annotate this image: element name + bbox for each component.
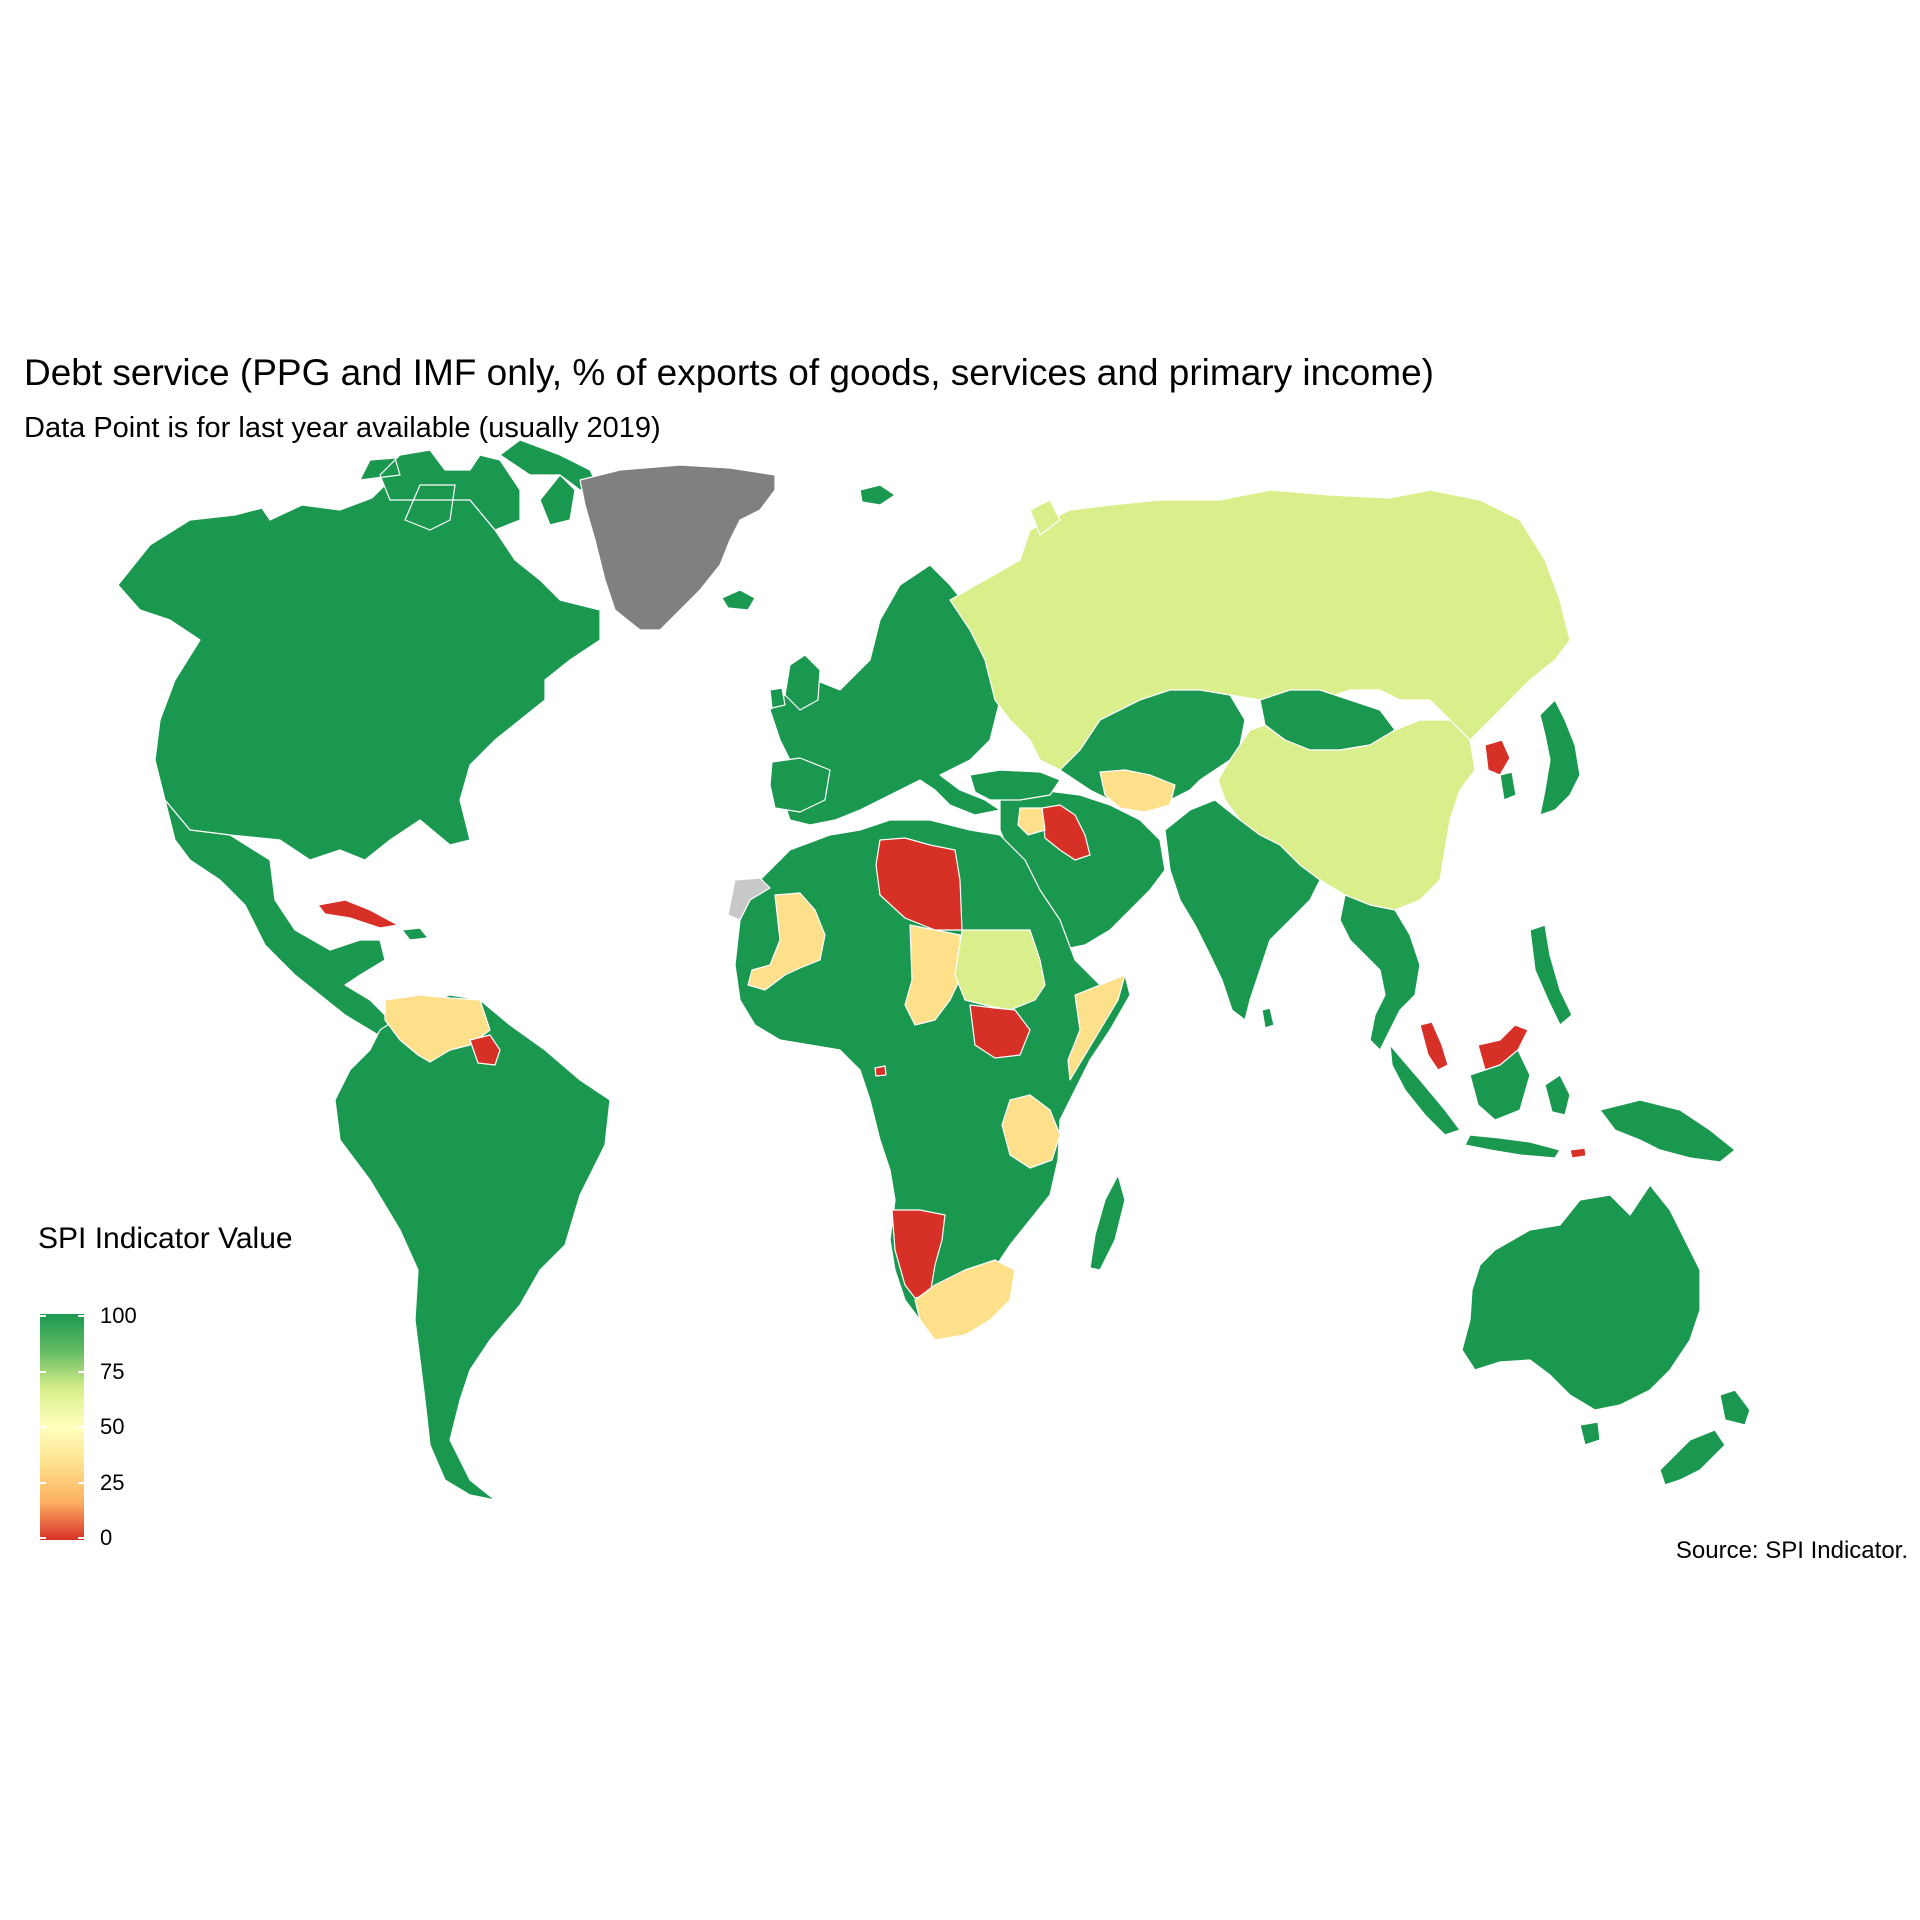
legend-tick-mark bbox=[78, 1315, 84, 1317]
legend-tick-mark bbox=[78, 1481, 84, 1484]
region-greenland bbox=[579, 464, 776, 631]
region-south-korea bbox=[1499, 771, 1517, 801]
region-sudan bbox=[954, 929, 1046, 1011]
legend-tick-label: 50 bbox=[100, 1414, 125, 1439]
legend-tick-mark bbox=[40, 1537, 46, 1539]
legend-tick-mark bbox=[40, 1426, 46, 1428]
region-equatorial-guinea bbox=[874, 1065, 887, 1077]
legend-tick-label: 75 bbox=[100, 1358, 125, 1384]
region-europe bbox=[769, 564, 1001, 826]
region-somalia bbox=[1067, 974, 1126, 1081]
chart-subtitle: Data Point is for last year available (u… bbox=[24, 412, 661, 444]
region-philippines bbox=[1529, 924, 1573, 1026]
legend-colorbar bbox=[40, 1314, 84, 1540]
legend-tick-label: 0 bbox=[100, 1525, 113, 1550]
region-malay-peninsula bbox=[1419, 1021, 1449, 1071]
region-syria bbox=[1017, 807, 1046, 836]
legend-tick-mark bbox=[40, 1315, 46, 1317]
region-south-sudan bbox=[969, 1004, 1031, 1059]
region-borneo-indonesia bbox=[1469, 1049, 1531, 1121]
legend-body: 100 75 50 25 0 bbox=[38, 1266, 293, 1549]
legend-tick-label: 25 bbox=[100, 1469, 125, 1495]
region-japan bbox=[1539, 699, 1581, 816]
region-sri-lanka bbox=[1261, 1007, 1275, 1029]
region-venezuela bbox=[384, 994, 491, 1063]
region-new-zealand bbox=[1659, 1389, 1751, 1486]
region-western-sahara bbox=[727, 877, 771, 921]
chart-title: Debt service (PPG and IMF only, % of exp… bbox=[24, 352, 1434, 393]
legend-tick-mark bbox=[40, 1370, 46, 1373]
region-cuba bbox=[317, 899, 399, 929]
legend-tick-mark bbox=[40, 1481, 46, 1484]
region-namibia bbox=[891, 1209, 946, 1299]
region-uk-ireland bbox=[769, 654, 821, 711]
region-southeast-asia bbox=[1339, 894, 1421, 1051]
region-iberia bbox=[769, 757, 831, 813]
legend-tick-label: 100 bbox=[100, 1303, 137, 1328]
region-north-america bbox=[117, 469, 601, 861]
region-turkey bbox=[969, 769, 1061, 801]
region-turkmenistan bbox=[1099, 769, 1176, 813]
region-south-africa bbox=[914, 1259, 1016, 1341]
legend-tick-mark bbox=[78, 1426, 84, 1428]
legend-tick-mark bbox=[78, 1537, 84, 1539]
legend: SPI Indicator Value 100 75 50 25 0 bbox=[38, 1222, 293, 1549]
region-suriname bbox=[469, 1034, 501, 1066]
source-caption: Source: SPI Indicator. bbox=[1675, 1537, 1908, 1564]
legend-tick-mark bbox=[78, 1370, 84, 1373]
region-caribbean bbox=[401, 927, 429, 941]
region-tanzania bbox=[1001, 1094, 1061, 1169]
region-south-america bbox=[334, 994, 611, 1501]
region-south-asia bbox=[1164, 799, 1321, 1021]
region-mali bbox=[747, 892, 826, 991]
region-svalbard bbox=[859, 484, 896, 506]
legend-title: SPI Indicator Value bbox=[38, 1222, 293, 1255]
region-chad bbox=[904, 924, 963, 1026]
region-tasmania bbox=[1579, 1421, 1601, 1446]
region-australia bbox=[1461, 1184, 1701, 1411]
region-iceland bbox=[721, 589, 756, 611]
region-timor bbox=[1569, 1147, 1587, 1159]
region-iraq bbox=[1041, 804, 1091, 861]
region-mexico-central-america bbox=[164, 799, 406, 1046]
region-novaya-zemlya bbox=[1029, 499, 1061, 536]
region-north-korea bbox=[1484, 739, 1511, 776]
region-canada-islands bbox=[359, 439, 601, 531]
region-indonesia bbox=[1389, 1044, 1736, 1163]
region-madagascar bbox=[1089, 1174, 1126, 1271]
